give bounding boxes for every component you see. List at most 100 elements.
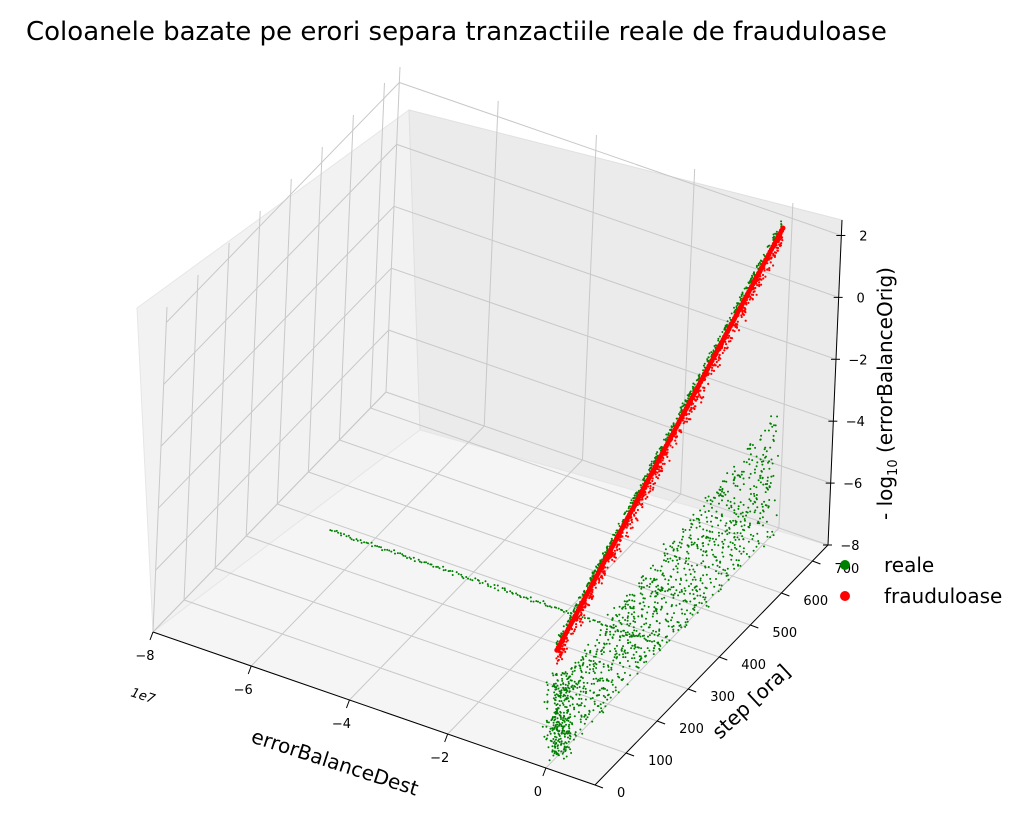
data-point bbox=[698, 519, 701, 521]
data-point bbox=[586, 665, 589, 668]
data-point bbox=[592, 660, 595, 662]
y-tick-label: 600 bbox=[803, 594, 828, 609]
data-point bbox=[745, 461, 748, 464]
data-point bbox=[707, 510, 710, 512]
data-point bbox=[564, 698, 567, 701]
data-point bbox=[622, 665, 625, 668]
data-point bbox=[604, 632, 607, 635]
y-tick-label: 200 bbox=[679, 722, 704, 737]
data-point bbox=[716, 491, 718, 494]
data-point bbox=[562, 751, 565, 754]
data-point bbox=[586, 682, 589, 684]
data-point bbox=[582, 690, 585, 693]
data-point bbox=[474, 577, 477, 580]
data-point bbox=[583, 685, 586, 688]
data-point bbox=[616, 548, 619, 552]
data-point bbox=[585, 652, 588, 655]
data-point bbox=[631, 631, 634, 634]
data-point bbox=[560, 689, 563, 692]
x-tick-mark bbox=[444, 733, 449, 743]
data-point bbox=[546, 707, 549, 710]
data-point bbox=[711, 531, 714, 533]
data-point bbox=[558, 653, 561, 656]
data-point bbox=[765, 450, 768, 453]
data-point bbox=[633, 494, 636, 497]
data-point bbox=[684, 599, 687, 602]
data-point bbox=[671, 446, 674, 449]
data-point bbox=[740, 473, 743, 476]
data-point bbox=[622, 678, 625, 680]
data-point bbox=[556, 640, 559, 643]
data-point bbox=[656, 620, 658, 623]
data-point bbox=[658, 622, 661, 625]
data-point bbox=[551, 727, 554, 730]
data-point bbox=[663, 596, 666, 599]
data-point bbox=[734, 546, 736, 549]
data-point bbox=[619, 662, 621, 665]
x-tick-mark bbox=[542, 767, 547, 777]
data-point bbox=[564, 650, 567, 654]
data-point bbox=[756, 284, 759, 287]
data-point bbox=[606, 545, 609, 548]
data-point bbox=[648, 634, 651, 637]
data-point bbox=[707, 566, 710, 568]
data-point bbox=[667, 620, 670, 623]
data-point bbox=[707, 382, 710, 385]
data-point bbox=[610, 537, 613, 540]
data-point bbox=[735, 559, 738, 562]
data-point bbox=[715, 538, 717, 541]
data-point bbox=[582, 662, 585, 664]
data-point bbox=[718, 534, 720, 537]
data-point bbox=[772, 434, 775, 437]
data-point bbox=[553, 732, 556, 735]
data-point bbox=[595, 653, 598, 656]
data-point bbox=[736, 531, 739, 534]
data-point bbox=[634, 661, 637, 663]
data-point bbox=[705, 554, 708, 557]
data-point bbox=[565, 675, 568, 677]
data-point bbox=[625, 510, 628, 513]
data-point bbox=[724, 493, 727, 496]
data-point bbox=[729, 541, 732, 544]
data-point bbox=[580, 702, 583, 705]
data-point bbox=[436, 565, 439, 568]
data-point bbox=[581, 677, 584, 679]
data-point bbox=[670, 575, 673, 578]
data-point bbox=[698, 373, 701, 376]
data-point bbox=[579, 679, 582, 682]
data-point bbox=[749, 533, 752, 536]
data-point bbox=[548, 605, 551, 608]
data-point bbox=[594, 644, 597, 647]
data-point bbox=[755, 545, 758, 548]
data-point bbox=[630, 613, 633, 616]
data-point bbox=[736, 302, 739, 305]
data-point bbox=[588, 710, 591, 713]
data-point bbox=[592, 709, 595, 712]
data-point bbox=[667, 432, 670, 435]
data-point bbox=[640, 625, 643, 628]
data-point bbox=[757, 540, 760, 542]
data-point bbox=[732, 563, 735, 566]
data-point bbox=[746, 511, 749, 514]
data-point bbox=[670, 619, 673, 622]
data-point bbox=[558, 733, 561, 736]
data-point bbox=[640, 647, 643, 650]
data-point bbox=[719, 335, 721, 338]
data-point bbox=[660, 467, 664, 470]
data-point bbox=[780, 223, 783, 226]
data-point bbox=[618, 676, 621, 679]
data-point bbox=[624, 605, 627, 608]
data-point bbox=[702, 528, 705, 531]
data-point bbox=[620, 623, 623, 626]
data-point bbox=[740, 314, 743, 317]
x-axis-line bbox=[152, 631, 596, 786]
data-point bbox=[574, 733, 577, 736]
data-point bbox=[553, 752, 556, 755]
data-point bbox=[386, 548, 389, 551]
data-point bbox=[762, 509, 764, 512]
data-point bbox=[571, 722, 573, 725]
data-point bbox=[546, 700, 549, 703]
data-point bbox=[626, 651, 629, 654]
data-point bbox=[579, 718, 582, 721]
data-point bbox=[620, 630, 622, 633]
